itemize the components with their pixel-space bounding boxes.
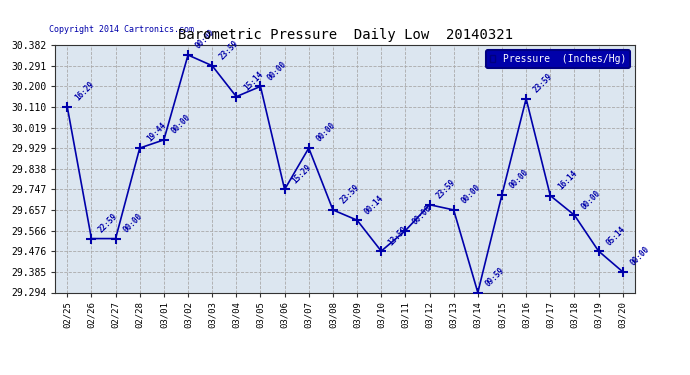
Legend: Pressure  (Inches/Hg): Pressure (Inches/Hg) xyxy=(486,50,630,68)
Text: 23:59: 23:59 xyxy=(435,178,457,201)
Text: 00:00: 00:00 xyxy=(411,204,433,226)
Text: 00:00: 00:00 xyxy=(580,188,602,211)
Text: 15:29: 15:29 xyxy=(290,163,313,185)
Text: 00:00: 00:00 xyxy=(121,212,144,234)
Text: 19:44: 19:44 xyxy=(146,121,168,144)
Text: 23:59: 23:59 xyxy=(218,39,240,62)
Text: 05:14: 05:14 xyxy=(604,224,627,247)
Text: 00:00: 00:00 xyxy=(508,168,530,190)
Text: 22:59: 22:59 xyxy=(97,212,119,234)
Text: 00:00: 00:00 xyxy=(629,245,651,268)
Text: 16:29: 16:29 xyxy=(73,80,95,103)
Text: 00:00: 00:00 xyxy=(170,113,192,136)
Text: 23:59: 23:59 xyxy=(532,72,554,94)
Text: 00:00: 00:00 xyxy=(266,60,288,82)
Text: Copyright 2014 Cartronics.com: Copyright 2014 Cartronics.com xyxy=(50,25,195,34)
Text: 00:00: 00:00 xyxy=(194,28,216,51)
Text: 09:59: 09:59 xyxy=(484,266,506,288)
Text: 00:00: 00:00 xyxy=(315,121,337,144)
Title: Barometric Pressure  Daily Low  20140321: Barometric Pressure Daily Low 20140321 xyxy=(177,28,513,42)
Text: 15:14: 15:14 xyxy=(242,70,264,93)
Text: 16:14: 16:14 xyxy=(556,169,578,191)
Text: 00:00: 00:00 xyxy=(460,183,482,206)
Text: 13:59: 13:59 xyxy=(387,224,409,247)
Text: 00:14: 00:14 xyxy=(363,193,385,216)
Text: 23:59: 23:59 xyxy=(339,183,361,206)
